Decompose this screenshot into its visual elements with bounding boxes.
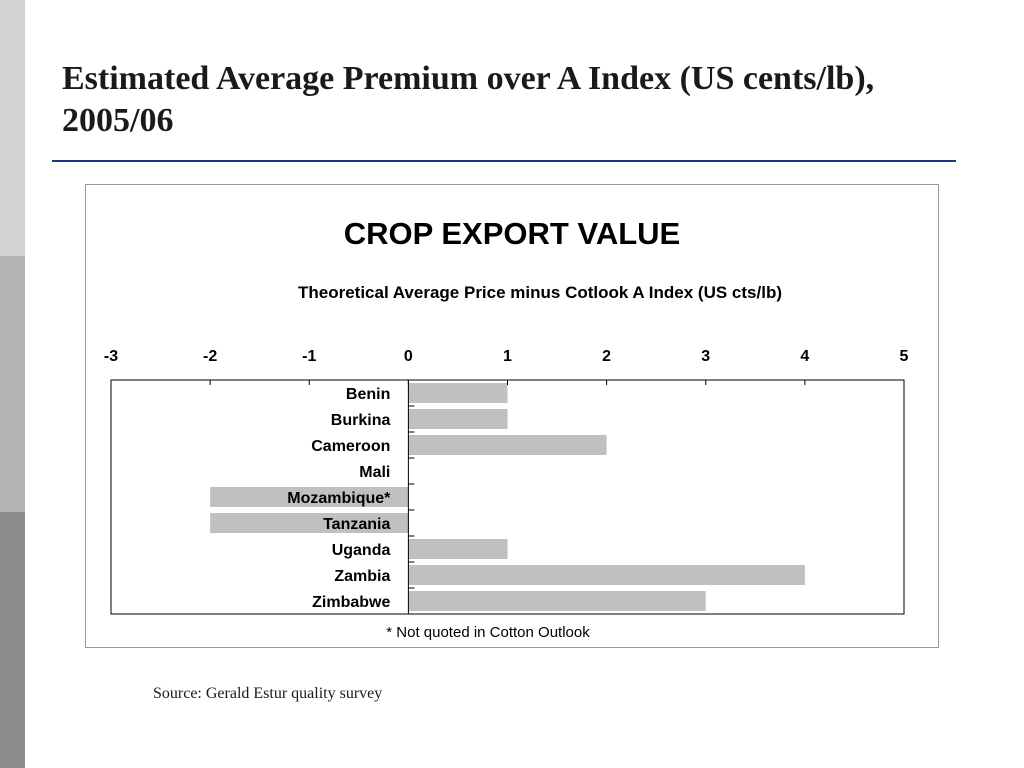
category-label: Zambia xyxy=(334,568,390,585)
side-decoration-middle xyxy=(0,256,25,512)
source-note: Source: Gerald Estur quality survey xyxy=(153,685,383,702)
chart-frame: CROP EXPORT VALUE Theoretical Average Pr… xyxy=(85,184,939,648)
bar-zambia xyxy=(408,565,805,585)
bar-burkina xyxy=(408,409,508,429)
x-tick-label: -3 xyxy=(104,348,118,365)
bar-mozambique xyxy=(210,487,409,507)
chart-title: CROP EXPORT VALUE xyxy=(344,216,680,251)
bar-tanzania xyxy=(210,513,409,533)
category-label: Burkina xyxy=(331,412,391,429)
bar-chart: CROP EXPORT VALUE Theoretical Average Pr… xyxy=(104,216,909,641)
x-tick-label: 2 xyxy=(602,348,611,365)
bar-benin xyxy=(408,383,508,403)
bar-cameroon xyxy=(408,435,607,455)
category-label: Mali xyxy=(359,464,390,481)
category-label: Cameroon xyxy=(311,438,390,455)
x-tick-label: 5 xyxy=(900,348,909,365)
x-tick-label: 1 xyxy=(503,348,512,365)
x-tick-label: -2 xyxy=(203,348,217,365)
category-label: Uganda xyxy=(332,542,391,559)
plot-area: -3 -2 -1 0 1 2 3 4 5 Benin Burkina Cameroon Mali Moza… xyxy=(104,348,909,615)
side-decoration-top xyxy=(0,0,25,256)
title-divider xyxy=(52,160,956,162)
side-decoration-bottom xyxy=(0,512,25,768)
category-label: Tanzania xyxy=(323,516,390,533)
x-tick-label: 3 xyxy=(701,348,710,365)
chart-footnote: * Not quoted in Cotton Outlook xyxy=(386,624,590,641)
x-tick-label: -1 xyxy=(302,348,316,365)
x-tick-label: 4 xyxy=(800,348,809,365)
category-label: Zimbabwe xyxy=(312,594,390,611)
slide-title: Estimated Average Premium over A Index (… xyxy=(62,60,875,139)
bar-zimbabwe xyxy=(408,591,706,611)
category-label: Mozambique* xyxy=(287,490,391,507)
x-tick-label: 0 xyxy=(404,348,413,365)
chart-subtitle: Theoretical Average Price minus Cotlook … xyxy=(298,283,782,302)
category-label: Benin xyxy=(346,386,390,403)
bar-uganda xyxy=(408,539,508,559)
